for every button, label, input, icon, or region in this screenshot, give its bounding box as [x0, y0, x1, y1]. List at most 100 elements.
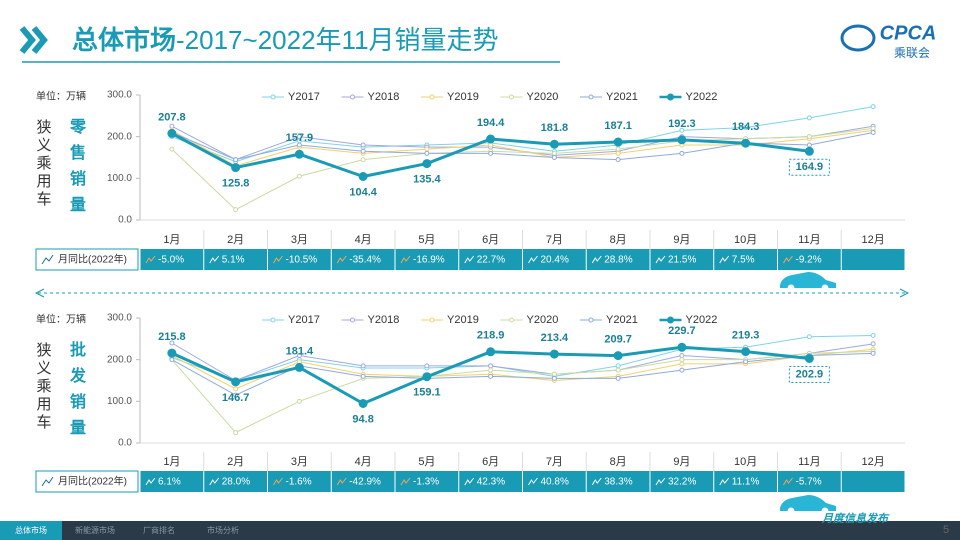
legend-label: Y2019	[447, 91, 479, 103]
data-label: 213.4	[541, 332, 569, 344]
side-label-char: 乘	[36, 378, 51, 395]
yoy-cell-icon	[464, 477, 475, 486]
legend-marker	[270, 94, 276, 100]
unit-label: 单位：万辆	[36, 313, 86, 326]
data-point	[870, 350, 876, 356]
data-point	[488, 142, 494, 148]
yoy-cell	[523, 471, 586, 492]
yoy-cell	[268, 249, 331, 270]
yoy-value: 38.3%	[604, 477, 632, 488]
yoy-value: -5.0%	[158, 255, 184, 266]
yoy-cell	[395, 249, 459, 270]
legend-marker	[350, 94, 355, 100]
side-label: 狭义乘用车	[36, 119, 51, 208]
side-label: 狭义乘用车	[36, 342, 51, 431]
side-label-char: 狭	[36, 342, 51, 359]
data-point	[551, 371, 557, 377]
data-label: 229.7	[668, 325, 696, 337]
data-point	[167, 348, 177, 358]
yoy-cell	[331, 249, 395, 270]
yoy-icon	[41, 476, 54, 487]
x-tick-label: 7月	[546, 234, 563, 246]
data-label: 215.8	[158, 331, 186, 343]
legend-marker	[350, 317, 355, 323]
yoy-label: 月同比(2022年)	[58, 475, 127, 488]
data-point	[870, 333, 876, 338]
side-label-char: 用	[36, 396, 51, 413]
logo-text: CPCA	[880, 22, 937, 44]
data-point	[615, 150, 621, 156]
yoy-cell	[586, 471, 650, 492]
yoy-cell-icon	[528, 477, 538, 486]
data-point	[233, 207, 239, 213]
yoy-value: 6.1%	[158, 477, 181, 488]
metric-label-char: 量	[70, 419, 86, 437]
title-rest: -2017~2022年11月销量走势	[176, 25, 499, 55]
x-tick-label: 9月	[673, 234, 690, 246]
data-point	[613, 351, 623, 361]
data-point	[551, 150, 557, 156]
yoy-cell	[841, 249, 905, 270]
data-point	[615, 367, 621, 373]
data-point	[741, 138, 751, 148]
y-tick-label: 200.0	[107, 354, 132, 365]
data-point	[296, 353, 302, 358]
footer-tab-label: 总体市场	[15, 525, 47, 535]
data-point	[549, 139, 559, 149]
yoy-cell	[140, 249, 204, 270]
data-point	[231, 163, 241, 173]
side-label-char: 乘	[36, 155, 51, 172]
yoy-cell-icon	[655, 477, 666, 486]
y-tick-label: 300.0	[107, 313, 132, 324]
x-tick-label: 3月	[291, 234, 308, 246]
legend-label: Y2017	[288, 314, 320, 326]
yoy-value: -42.9%	[349, 477, 381, 488]
side-label-char: 用	[36, 173, 51, 190]
x-tick-label: 11月	[798, 234, 820, 246]
yoy-cell-icon	[145, 255, 156, 264]
data-point	[549, 349, 559, 359]
yoy-value: -1.3%	[413, 477, 439, 488]
label-box	[788, 365, 830, 383]
yoy-cell	[650, 249, 714, 270]
metric-label-char: 批	[70, 340, 86, 359]
yoy-cell-icon	[528, 255, 538, 264]
data-point	[422, 372, 432, 382]
data-point	[360, 373, 366, 379]
yoy-value: 28.0%	[222, 477, 250, 488]
y-tick-label: 300.0	[107, 90, 132, 101]
footer-tab	[192, 521, 254, 540]
footer-tab	[128, 521, 190, 540]
legend-label: Y2020	[527, 314, 559, 326]
metric-label-char: 售	[70, 143, 86, 162]
side-label-char: 义	[36, 360, 51, 377]
yoy-cell	[714, 471, 777, 492]
data-point	[488, 373, 494, 379]
data-label: 125.8	[222, 177, 250, 189]
yoy-cell-icon	[336, 477, 347, 486]
page-number: 5	[943, 524, 949, 536]
legend-label: Y2022	[686, 91, 718, 103]
data-point	[233, 157, 239, 163]
y-tick-label: 0.0	[118, 215, 132, 226]
data-point	[677, 135, 687, 145]
legend-label: Y2021	[606, 314, 638, 326]
data-point	[358, 399, 368, 408]
car-icon	[780, 495, 836, 515]
yoy-label: 月同比(2022年)	[58, 253, 127, 266]
x-tick-label: 8月	[610, 456, 627, 468]
data-point	[358, 172, 368, 181]
data-point	[424, 363, 430, 369]
x-tick-label: 9月	[673, 456, 690, 468]
yoy-value: 42.3%	[477, 477, 505, 488]
legend-marker	[270, 317, 276, 323]
yoy-icon	[41, 254, 54, 265]
x-tick-label: 4月	[355, 456, 372, 468]
data-point	[488, 363, 494, 369]
yoy-value: -10.5%	[286, 255, 318, 266]
yoy-cell	[586, 249, 650, 270]
data-point	[806, 142, 812, 148]
metric-label: 批发销量	[69, 340, 87, 437]
legend-label: Y2018	[368, 91, 400, 103]
